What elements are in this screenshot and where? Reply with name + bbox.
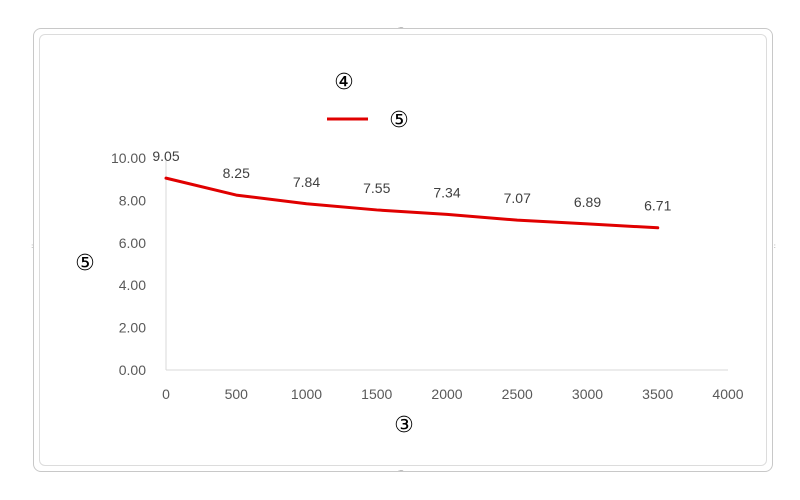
y-tick-label: 0.00 — [119, 362, 146, 378]
chart-frame[interactable]: ···· ···· : : — [31, 24, 776, 475]
data-label: 7.34 — [433, 184, 460, 200]
chart-title: ④ — [334, 70, 354, 95]
y-axis: 0.00 2.00 4.00 6.00 8.00 10.00 — [111, 150, 167, 378]
x-tick-label: 1500 — [361, 386, 392, 402]
data-label: 9.05 — [152, 148, 179, 164]
x-tick-label: 500 — [225, 386, 249, 402]
series-layer — [164, 176, 660, 230]
x-tick-label: 0 — [162, 386, 170, 402]
data-label: 7.07 — [504, 190, 531, 206]
data-label: 7.84 — [293, 174, 320, 190]
y-tick-label: 2.00 — [119, 320, 146, 336]
x-tick-label: 3500 — [642, 386, 673, 402]
data-labels: 9.05 8.25 7.84 7.55 7.34 7.07 6.89 6.71 — [152, 148, 671, 214]
y-tick-label: 6.00 — [119, 235, 146, 251]
bottom-resize-handle[interactable]: ···· — [398, 467, 404, 475]
data-label: 8.25 — [223, 165, 250, 181]
series-line — [164, 176, 660, 230]
data-label: 6.71 — [644, 198, 671, 214]
chart-inner-border — [39, 34, 767, 466]
y-tick-label: 4.00 — [119, 277, 146, 293]
x-axis-title: ③ — [394, 413, 414, 438]
y-axis-title: ⑤ — [75, 251, 95, 276]
x-tick-label: 3000 — [572, 386, 603, 402]
legend: ⑤ — [327, 108, 409, 133]
data-label: 6.89 — [574, 194, 601, 210]
y-tick-label: 8.00 — [119, 192, 146, 208]
x-tick-label: 1000 — [291, 386, 322, 402]
legend-label: ⑤ — [389, 108, 409, 133]
x-tick-label: 4000 — [712, 386, 743, 402]
y-tick-label: 10.00 — [111, 150, 146, 166]
top-resize-handle[interactable]: ···· — [398, 24, 404, 32]
data-label: 7.55 — [363, 180, 390, 196]
x-axis: 0 500 1000 1500 2000 2500 3000 3500 4000 — [162, 369, 744, 402]
x-tick-label: 2500 — [502, 386, 533, 402]
x-tick-label: 2000 — [431, 386, 462, 402]
